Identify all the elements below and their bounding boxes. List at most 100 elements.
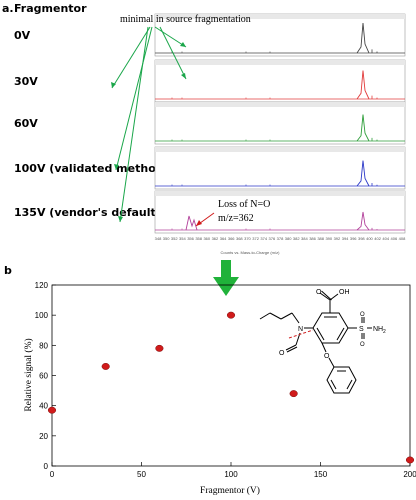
carbonyl-o-label: O (316, 289, 322, 296)
loss-arrowhead (196, 220, 202, 226)
spectra-x-axis-label: Counts vs. Mass-to-Charge (m/z) (221, 250, 281, 255)
fragmentor-header: Fragmentor (14, 2, 87, 15)
spectra-x-ticks: 348 350 352 354 356 358 360 362 364 366 368 370 372 3… (155, 236, 406, 241)
spectra-x-tick: 396 (350, 236, 357, 241)
trace-fragment-peak (185, 215, 198, 231)
nitroso-o-label: O (279, 350, 285, 357)
y-tick-label: 60 (39, 372, 48, 381)
data-point (155, 344, 164, 352)
loss-annotation-line1: Loss of N=O (218, 199, 270, 210)
trace-main-peak (356, 160, 370, 187)
spectra-x-tick: 382 (293, 236, 300, 241)
spectra-x-tick: 362 (212, 236, 219, 241)
trace-label: 60V (14, 117, 38, 130)
x-tick-label: 100 (224, 470, 238, 479)
arrow-line (159, 26, 187, 80)
amine-subscript: 2 (383, 329, 386, 335)
spectra-x-tick: 374 (260, 236, 267, 241)
highlight-arrow-head (213, 277, 239, 296)
molecule-structure (259, 290, 372, 394)
arrow-line (154, 26, 187, 48)
spectra-x-tick: 384 (301, 236, 308, 241)
arrowhead (180, 42, 186, 47)
amine-label: NH (373, 326, 383, 333)
spectra-x-tick: 348 (155, 236, 162, 241)
y-tick-label: 40 (39, 402, 48, 411)
x-axis: 0 50 100 150 200 (50, 462, 416, 479)
y-tick-label: 0 (44, 462, 49, 471)
trace-main-peak (356, 22, 370, 54)
trace-panel (154, 190, 406, 234)
arrowhead (181, 73, 186, 79)
arrow-line (115, 26, 153, 171)
nitrogen-label: N (298, 326, 303, 333)
arrow-line (119, 26, 149, 223)
spectra-x-tick: 394 (342, 236, 349, 241)
fragmentation-arrows (111, 26, 187, 223)
trace-label: 30V (14, 75, 38, 88)
spectra-x-tick: 376 (269, 236, 276, 241)
spectra-x-tick: 358 (195, 236, 202, 241)
fragmentation-arrowheads (111, 42, 186, 222)
panel-a-letter: a. (2, 2, 14, 15)
sulfonyl-o-top: O (360, 312, 365, 318)
spectra-x-tick: 400 (366, 236, 373, 241)
data-point (289, 390, 298, 398)
trace-label: 100V (validated method) (14, 162, 169, 175)
data-point (101, 363, 110, 370)
spectra-x-tick: 372 (252, 236, 259, 241)
arrowhead (114, 164, 119, 170)
trace-header-bar (155, 147, 405, 152)
spectra-x-tick: 398 (358, 236, 365, 241)
spectra-x-tick: 360 (203, 236, 210, 241)
spectra-x-tick: 390 (325, 236, 332, 241)
spectra-x-tick: 368 (236, 236, 243, 241)
loss-annotation-line2: m/z=362 (218, 213, 254, 224)
highlight-arrow-shaft (221, 260, 231, 277)
trace-label: 0V (14, 29, 31, 42)
trace-header-bar (155, 14, 405, 19)
arrow-line (111, 26, 151, 89)
y-tick-label: 20 (39, 432, 48, 441)
spectra-x-tick: 370 (244, 236, 251, 241)
sulfonyl-o-bottom: O (360, 342, 365, 348)
trace-panel (154, 13, 406, 57)
trace-main-peak (356, 114, 370, 142)
spectra-x-tick: 402 (374, 236, 381, 241)
y-tick-label: 80 (39, 341, 48, 350)
x-axis-label: Fragmentor (V) (200, 485, 260, 496)
spectra-x-tick: 350 (163, 236, 170, 241)
trace-header-bar (155, 60, 405, 65)
y-tick-label: 120 (35, 281, 49, 290)
spectra-x-tick: 366 (228, 236, 235, 241)
x-tick-label: 150 (314, 470, 328, 479)
y-tick-label: 100 (35, 311, 49, 320)
y-axis: 0 20 40 60 80 100 120 (35, 281, 56, 471)
spectra-x-tick: 386 (309, 236, 316, 241)
spectra-x-tick: 406 (391, 236, 398, 241)
trace-main-peak (356, 70, 370, 100)
data-point (47, 406, 57, 414)
trace-header-bar (155, 102, 405, 107)
trace-panel (154, 59, 406, 103)
data-points (47, 311, 415, 464)
cleavage-marker (288, 329, 314, 339)
arrowhead (111, 82, 116, 88)
spectra-x-tick: 352 (171, 236, 178, 241)
x-tick-label: 0 (50, 470, 55, 479)
spectra-x-tick: 364 (220, 236, 227, 241)
fragmentation-annotation: minimal in source fragmentation (120, 14, 251, 25)
trace-panel (154, 146, 406, 190)
ether-o-label: O (324, 353, 330, 360)
phenyl-ring (326, 366, 357, 394)
highlight-arrow (213, 260, 239, 296)
trace-header-bar (155, 191, 405, 196)
spectra-x-tick: 388 (317, 236, 324, 241)
data-point (405, 456, 415, 464)
spectra-x-tick: 380 (285, 236, 292, 241)
sulfur-label: S (359, 326, 364, 333)
spectra-x-tick: 392 (334, 236, 341, 241)
spectra-x-tick: 356 (187, 236, 194, 241)
spectra-x-tick: 404 (382, 236, 389, 241)
